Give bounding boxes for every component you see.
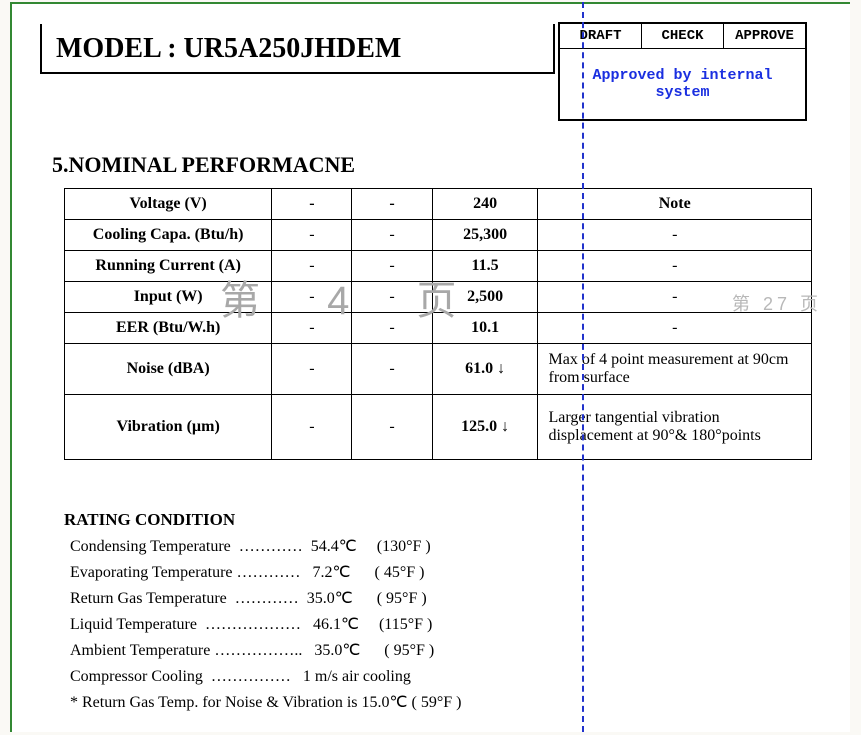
approval-stamp-box: DRAFT CHECK APPROVE Approved by internal… — [558, 22, 807, 121]
table-row: Running Current (A)--11.5- — [65, 251, 812, 282]
cell-note: - — [538, 313, 812, 344]
rating-condition-lines: Condensing Temperature ………… 54.4℃ (130°F… — [70, 534, 461, 716]
cell-value: 25,300 — [432, 220, 538, 251]
cell-value: - — [272, 220, 352, 251]
cell-value: 11.5 — [432, 251, 538, 282]
table-row: Cooling Capa. (Btu/h)--25,300- — [65, 220, 812, 251]
table-header-row: Voltage (V) - - 240 Note — [65, 189, 812, 220]
section-title: 5.NOMINAL PERFORMACNE — [52, 152, 355, 178]
cell-value: - — [272, 344, 352, 395]
cell-param: Input (W) — [65, 282, 272, 313]
approval-col-approve: APPROVE — [724, 24, 805, 48]
cell-value: - — [352, 220, 432, 251]
cell-param: Noise (dBA) — [65, 344, 272, 395]
cell-value: 2,500 — [432, 282, 538, 313]
cell-value: - — [352, 344, 432, 395]
rating-condition-title: RATING CONDITION — [64, 510, 235, 530]
th-c2: - — [352, 189, 432, 220]
cell-value: - — [272, 251, 352, 282]
cell-note: - — [538, 282, 812, 313]
cell-value: - — [352, 282, 432, 313]
performance-table: Voltage (V) - - 240 Note Cooling Capa. (… — [64, 188, 812, 460]
cell-param: Vibration (µm) — [65, 395, 272, 460]
cell-note: Max of 4 point measurement at 90cm from … — [538, 344, 812, 395]
page-fold-guide — [582, 2, 584, 732]
cell-value: - — [352, 313, 432, 344]
th-param: Voltage (V) — [65, 189, 272, 220]
table-row: Vibration (µm)--125.0 ↓Larger tangential… — [65, 395, 812, 460]
table-row: Input (W)--2,500- — [65, 282, 812, 313]
cell-value: - — [272, 313, 352, 344]
approval-headers: DRAFT CHECK APPROVE — [560, 24, 805, 49]
cell-param: Cooling Capa. (Btu/h) — [65, 220, 272, 251]
cell-value: - — [272, 395, 352, 460]
cell-param: EER (Btu/W.h) — [65, 313, 272, 344]
approval-status: Approved by internal system — [560, 49, 805, 119]
th-c1: - — [272, 189, 352, 220]
table-row: EER (Btu/W.h)--10.1- — [65, 313, 812, 344]
cell-value: - — [352, 251, 432, 282]
cell-value: - — [272, 282, 352, 313]
cell-value: 61.0 ↓ — [432, 344, 538, 395]
cell-value: 125.0 ↓ — [432, 395, 538, 460]
cell-value: 10.1 — [432, 313, 538, 344]
cell-note: - — [538, 220, 812, 251]
th-val: 240 — [432, 189, 538, 220]
table-row: Noise (dBA)--61.0 ↓Max of 4 point measur… — [65, 344, 812, 395]
model-title: MODEL : UR5A250JHDEM — [56, 33, 401, 64]
document-page: MODEL : UR5A250JHDEM DRAFT CHECK APPROVE… — [10, 2, 850, 732]
approval-col-draft: DRAFT — [560, 24, 642, 48]
cell-param: Running Current (A) — [65, 251, 272, 282]
th-note: Note — [538, 189, 812, 220]
cell-note: Larger tangential vibration displacement… — [538, 395, 812, 460]
cell-value: - — [352, 395, 432, 460]
approval-col-check: CHECK — [642, 24, 724, 48]
model-title-box: MODEL : UR5A250JHDEM — [40, 24, 555, 74]
cell-note: - — [538, 251, 812, 282]
